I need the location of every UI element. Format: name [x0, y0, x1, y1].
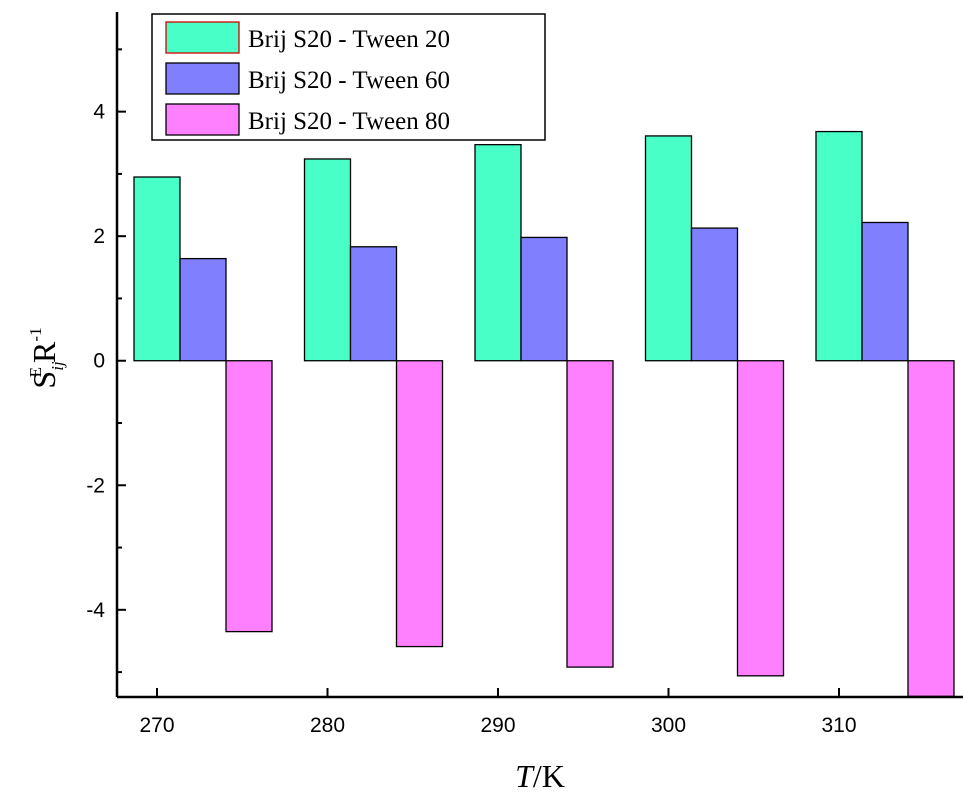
x-tick-label-290: 290: [480, 714, 515, 737]
y-axis-title: SijER-1: [26, 327, 67, 388]
bar-2-300: [690, 227, 739, 362]
x-tick-label-300: 300: [651, 714, 686, 737]
x-axis-title: T/K: [515, 758, 565, 794]
bar-3-290: [566, 360, 614, 668]
legend-label-1: Brij S20 - Tween 20: [248, 26, 450, 53]
bars-clipped: [133, 130, 955, 697]
y-axis-title-r: R: [26, 341, 62, 363]
bar-2-270: [179, 257, 227, 362]
y-tick-label--4: -4: [86, 599, 105, 622]
bar-2-280: [349, 246, 398, 362]
legend-label-3: Brij S20 - Tween 80: [248, 108, 450, 135]
legend-swatch-3: [165, 103, 240, 136]
legend-label-2: Brij S20 - Tween 60: [248, 67, 450, 94]
y-tick-label--2: -2: [86, 474, 105, 497]
x-tick-label-310: 310: [821, 714, 856, 737]
y-axis-title-rsup: -1: [26, 327, 45, 341]
legend: Brij S20 - Tween 20 Brij S20 - Tween 60 Br…: [151, 13, 546, 141]
y-axis-title-sup: E: [26, 367, 45, 377]
bars-layer: [133, 130, 955, 697]
legend-swatch-1: [165, 21, 240, 54]
x-tick-label-280: 280: [310, 714, 345, 737]
bar-3-280: [395, 360, 444, 648]
legend-swatch-2: [165, 62, 240, 95]
bar-1-300: [644, 135, 693, 362]
bar-1-270: [133, 176, 181, 362]
bar-2-290: [520, 236, 568, 362]
bar-1-310: [815, 130, 863, 362]
axes-layer: -4 -2 0 2 4 270 280 290 300 310: [86, 12, 963, 737]
y-axis-title-sub: ij: [48, 361, 67, 371]
bar-1-280: [303, 158, 352, 362]
bar-3-270: [225, 360, 273, 633]
y-tick-label-4: 4: [93, 101, 105, 124]
y-tick-label-0: 0: [93, 350, 105, 373]
x-axis-title-variable: T: [515, 758, 535, 794]
x-axis-title-unit: /K: [533, 758, 565, 794]
y-tick-label-2: 2: [93, 225, 105, 248]
bar-1-290: [474, 143, 522, 362]
bar-3-310: [907, 360, 955, 697]
bar-2-310: [861, 221, 909, 362]
bar-3-300: [736, 360, 785, 677]
y-axis-title-symbol: S: [26, 371, 62, 389]
x-tick-label-270: 270: [139, 714, 174, 737]
